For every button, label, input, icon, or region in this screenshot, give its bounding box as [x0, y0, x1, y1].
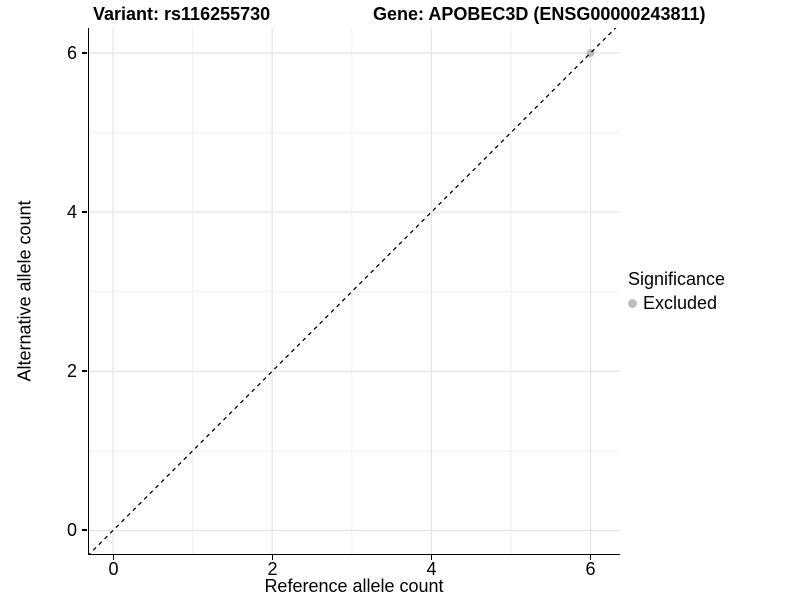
- plot-title-gene: Gene: APOBEC3D (ENSG00000243811): [373, 4, 706, 24]
- y-axis-tick: [82, 52, 87, 54]
- y-axis-tick-label: 4: [66, 202, 77, 222]
- plot-title-variant: Variant: rs116255730: [93, 4, 271, 24]
- y-axis-tick-label: 6: [66, 43, 77, 63]
- identity-reference-line: [89, 28, 617, 554]
- y-axis-tick: [82, 211, 87, 213]
- plot-panel: [88, 28, 620, 555]
- y-axis-tick-label: 2: [66, 361, 77, 381]
- x-axis-tick: [271, 555, 274, 560]
- x-axis-title: Reference allele count: [264, 576, 444, 596]
- x-axis-tick: [589, 555, 592, 560]
- x-axis-tick-label: 2: [267, 559, 278, 579]
- legend: Significance Excluded: [628, 269, 725, 314]
- x-axis-tick-label: 6: [585, 559, 596, 579]
- x-axis-tick: [112, 555, 115, 560]
- x-axis-tick: [430, 555, 433, 560]
- x-axis-tick-label: 4: [426, 559, 437, 579]
- y-axis-title: Alternative allele count: [14, 200, 35, 382]
- legend-item-label: Excluded: [643, 293, 718, 313]
- y-axis-tick: [82, 370, 87, 372]
- legend-title: Significance: [628, 269, 726, 289]
- x-axis-tick-label: 0: [108, 559, 119, 579]
- plot-canvas: [89, 28, 620, 554]
- y-axis-tick-label: 0: [66, 520, 77, 540]
- legend-item-excluded: Excluded: [628, 293, 725, 314]
- excluded-point-icon: [628, 299, 637, 308]
- y-axis-tick: [82, 529, 87, 531]
